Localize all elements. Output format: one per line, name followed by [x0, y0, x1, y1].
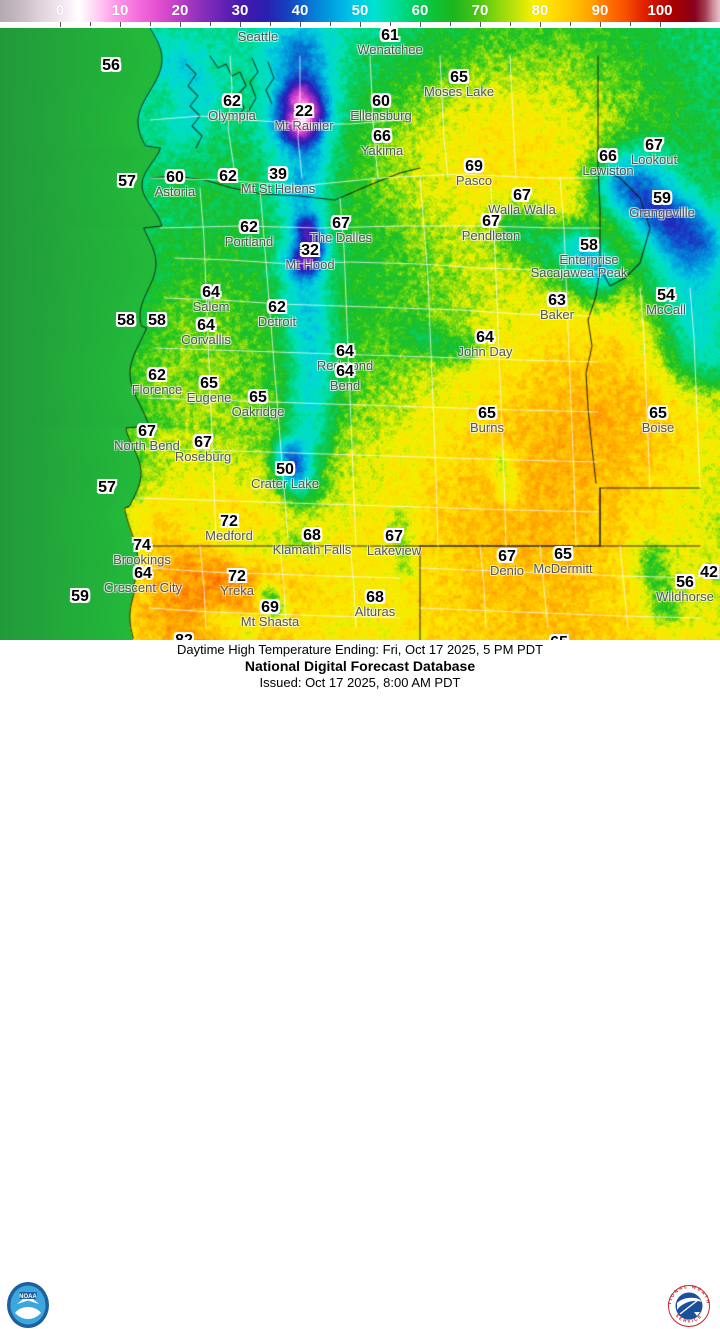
svg-text:NOAA: NOAA: [19, 1294, 37, 1300]
color-scale-tick-minor-45: [330, 22, 331, 26]
temperature-raster: [0, 28, 720, 640]
color-scale-tick-minor-65: [450, 22, 451, 26]
color-scale-gradient: [0, 0, 720, 22]
temperature-color-scale: 0 10 20 30 40 50 60 70 80 90 100: [0, 0, 720, 28]
color-scale-tick-50: [360, 22, 361, 27]
footer-issued-time: Issued: Oct 17 2025, 8:00 AM PDT: [259, 675, 461, 690]
color-scale-tick-20: [180, 22, 181, 27]
color-scale-tick-minor-95: [630, 22, 631, 26]
color-scale-label-90: 90: [591, 2, 609, 19]
color-scale-label-0: 0: [55, 2, 65, 19]
color-scale-label-60: 60: [411, 2, 429, 19]
color-scale-tick-minor-35: [270, 22, 271, 26]
color-scale-tick-90: [600, 22, 601, 27]
color-scale-ticks: [0, 22, 720, 28]
color-scale-tick-10: [120, 22, 121, 27]
color-scale-tick-minor-25: [210, 22, 211, 26]
color-scale-tick-minor-75: [510, 22, 511, 26]
color-scale-label-80: 80: [531, 2, 549, 19]
color-scale-tick-30: [240, 22, 241, 27]
color-scale-tick-minor-15: [150, 22, 151, 26]
noaa-logo-icon: NOAA: [7, 1282, 49, 1328]
map-footer: NOAA Daytime High Temperature Ending: Fr…: [0, 640, 720, 1328]
color-scale-label-40: 40: [291, 2, 309, 19]
color-scale-label-50: 50: [351, 2, 369, 19]
footer-product-title: National Digital Forecast Database: [244, 658, 476, 674]
color-scale-label-100: 100: [647, 2, 673, 19]
footer-valid-time: Daytime High Temperature Ending: Fri, Oc…: [176, 642, 544, 657]
color-scale-label-30: 30: [231, 2, 249, 19]
color-scale-tick-0: [60, 22, 61, 27]
color-scale-tick-100: [660, 22, 661, 27]
color-scale-tick-80: [540, 22, 541, 27]
nws-logo-icon: NATIONAL WEATHER SERVICE: [664, 1281, 710, 1327]
color-scale-tick-40: [300, 22, 301, 27]
color-scale-label-10: 10: [111, 2, 129, 19]
color-scale-tick-minor-55: [390, 22, 391, 26]
color-scale-label-20: 20: [171, 2, 189, 19]
forecast-map[interactable]: Seattle 61 Wenatchee 56 65 Moses Lake 62 Olympi…: [0, 28, 720, 640]
color-scale-labels: 0 10 20 30 40 50 60 70 80 90 100: [0, 0, 720, 22]
color-scale-tick-60: [420, 22, 421, 27]
color-scale-tick-minor-85: [570, 22, 571, 26]
footer-caption: Daytime High Temperature Ending: Fri, Oc…: [60, 640, 660, 691]
color-scale-tick-70: [480, 22, 481, 27]
color-scale-label-70: 70: [471, 2, 489, 19]
color-scale-tick-minor-5: [90, 22, 91, 26]
